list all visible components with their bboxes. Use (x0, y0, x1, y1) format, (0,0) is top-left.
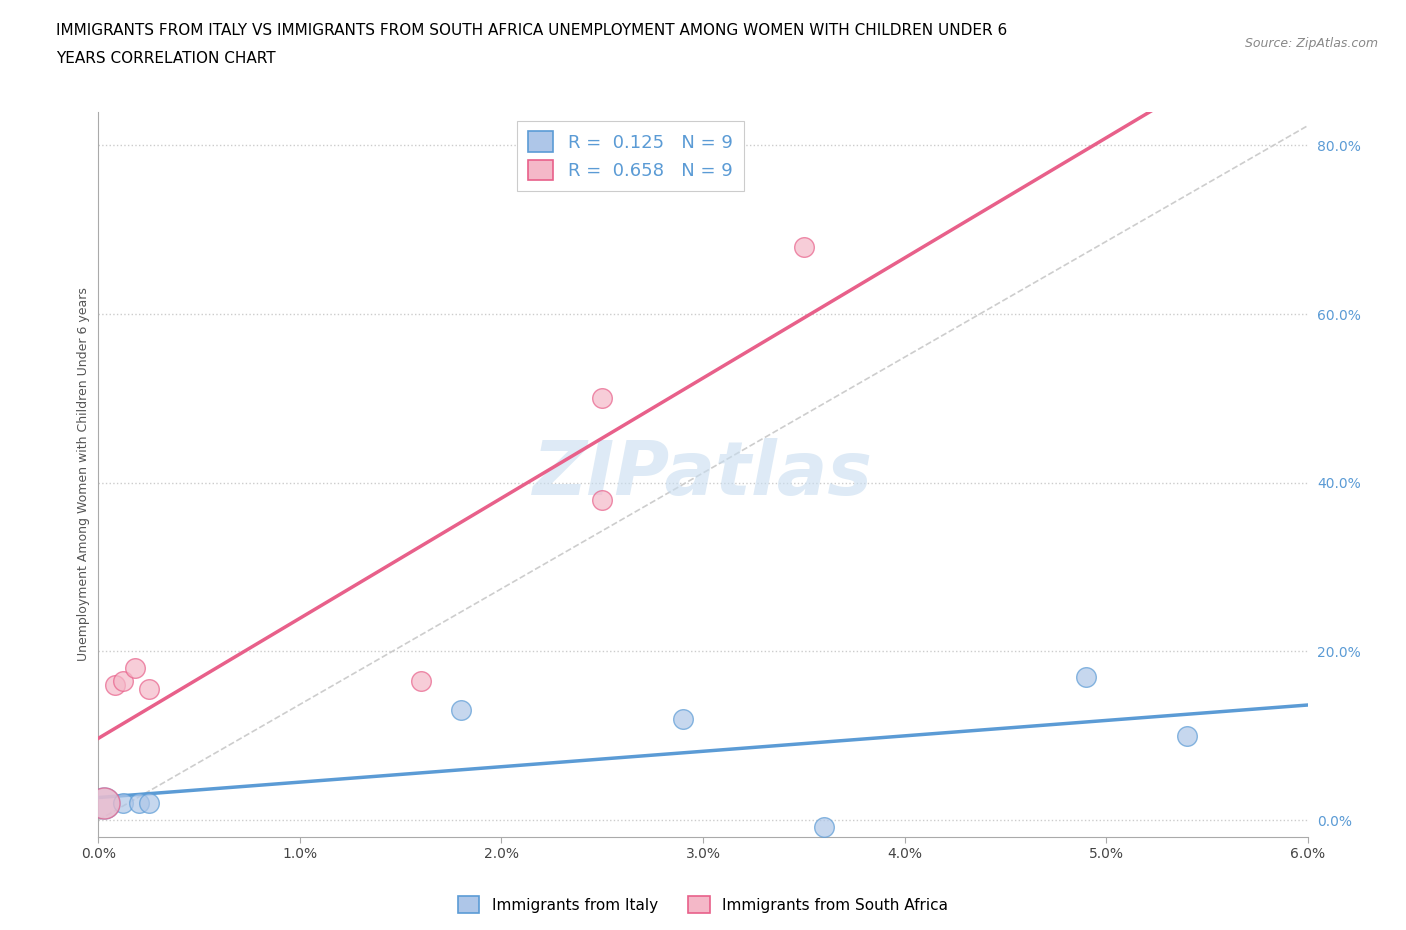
Legend: Immigrants from Italy, Immigrants from South Africa: Immigrants from Italy, Immigrants from S… (450, 888, 956, 921)
Point (128, 796, 150, 811)
Point (591, 492, 613, 507)
Point (103, 678, 125, 693)
Point (591, 391, 613, 405)
Point (1175, 728, 1198, 743)
Point (450, 703, 472, 718)
Point (813, 819, 835, 834)
Point (1074, 670, 1097, 684)
Point (93, 796, 115, 811)
Point (672, 711, 695, 726)
Point (111, 796, 134, 811)
Y-axis label: Unemployment Among Women with Children Under 6 years: Unemployment Among Women with Children U… (77, 287, 90, 661)
Point (138, 796, 160, 811)
Text: ZIPatlas: ZIPatlas (533, 438, 873, 511)
Text: YEARS CORRELATION CHART: YEARS CORRELATION CHART (56, 51, 276, 66)
Point (793, 239, 815, 254)
Point (93, 796, 115, 811)
Text: IMMIGRANTS FROM ITALY VS IMMIGRANTS FROM SOUTH AFRICA UNEMPLOYMENT AMONG WOMEN W: IMMIGRANTS FROM ITALY VS IMMIGRANTS FROM… (56, 23, 1008, 38)
Text: Source: ZipAtlas.com: Source: ZipAtlas.com (1244, 37, 1378, 50)
Point (138, 682, 160, 697)
Point (111, 673, 134, 688)
Point (409, 673, 432, 688)
Point (124, 661, 146, 676)
